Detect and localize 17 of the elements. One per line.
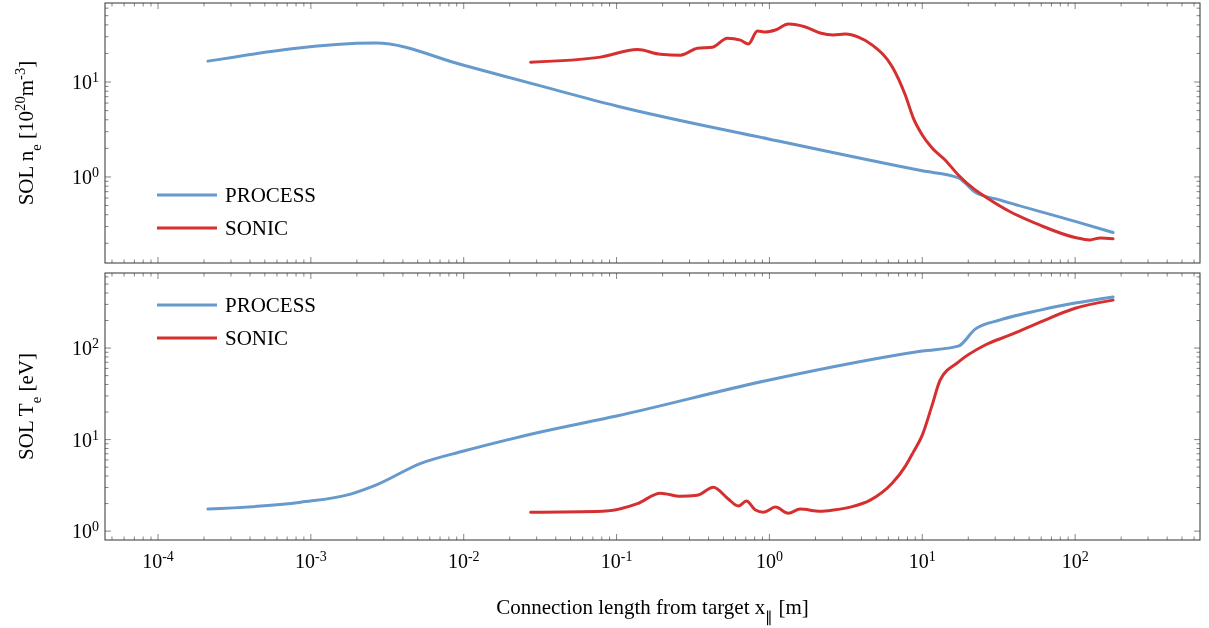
x-tick-label: 10$^{2}$ [1061, 548, 1089, 572]
x-tick-label: 10$^{0}$ [755, 548, 783, 572]
y-tick-label: 10$^{0}$ [72, 164, 99, 188]
legend-label: SONIC [225, 216, 289, 240]
y-tick-label: 10$^{1}$ [72, 427, 99, 451]
y-tick-label: 10$^{0}$ [72, 518, 99, 543]
legend-label: SONIC [225, 326, 289, 350]
legend-label: PROCESS [225, 183, 317, 207]
x-axis-title: Connection length from target x$_{∥}$ [m] [496, 595, 809, 626]
x-tick-label: 10$^{1}$ [908, 548, 936, 572]
y-tick-label: 10$^{1}$ [72, 69, 99, 94]
x-tick-label: 10$^{-3}$ [295, 548, 327, 572]
x-tick-label: 10$^{-1}$ [600, 548, 633, 572]
x-tick-label: 10$^{-2}$ [447, 548, 480, 572]
legend-label: PROCESS [225, 293, 317, 317]
x-tick-label: 10$^{-4}$ [142, 548, 174, 572]
y-tick-label: 10$^{2}$ [72, 335, 99, 360]
